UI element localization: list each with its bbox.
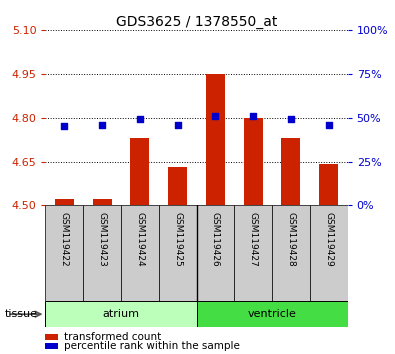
Point [325, 122, 332, 127]
Bar [45, 205, 83, 301]
Bar [234, 205, 272, 301]
Bar [93, 200, 111, 205]
Point [61, 124, 68, 129]
Text: ventricle: ventricle [248, 309, 297, 319]
Point [175, 122, 181, 127]
Text: GSM119428: GSM119428 [286, 212, 295, 267]
Title: GDS3625 / 1378550_at: GDS3625 / 1378550_at [116, 15, 277, 29]
Bar [45, 301, 197, 327]
Bar [319, 164, 338, 205]
Point [250, 113, 256, 119]
Bar [282, 138, 300, 205]
Bar [168, 167, 187, 205]
Text: GSM119425: GSM119425 [173, 212, 182, 267]
Text: GSM119429: GSM119429 [324, 212, 333, 267]
Text: GSM119422: GSM119422 [60, 212, 69, 267]
Text: GSM119424: GSM119424 [135, 212, 144, 267]
Text: GSM119426: GSM119426 [211, 212, 220, 267]
Text: percentile rank within the sample: percentile rank within the sample [64, 341, 239, 350]
Point [212, 113, 218, 119]
Bar [310, 205, 348, 301]
Text: transformed count: transformed count [64, 332, 161, 342]
Text: GSM119427: GSM119427 [249, 212, 258, 267]
Text: atrium: atrium [102, 309, 139, 319]
Bar [55, 200, 74, 205]
Bar [159, 205, 197, 301]
Bar [197, 301, 348, 327]
Text: tissue: tissue [4, 309, 38, 319]
Bar [121, 205, 159, 301]
Bar [45, 343, 58, 348]
Bar [206, 74, 225, 205]
Point [288, 116, 294, 122]
Bar [272, 205, 310, 301]
Bar [130, 138, 149, 205]
Bar [45, 334, 58, 340]
Text: GSM119423: GSM119423 [98, 212, 107, 267]
Bar [197, 205, 234, 301]
Point [137, 116, 143, 122]
Point [99, 122, 105, 127]
Bar [83, 205, 121, 301]
Bar [244, 118, 263, 205]
